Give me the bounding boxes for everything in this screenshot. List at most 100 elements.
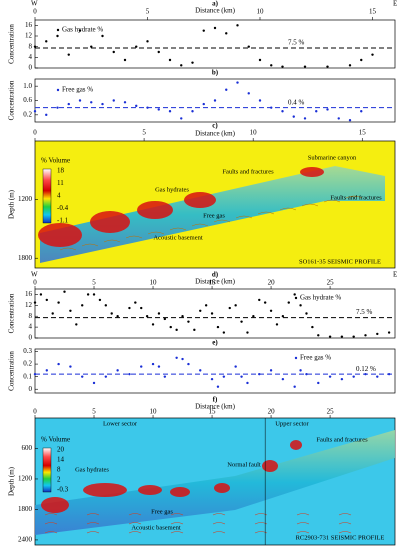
data-point <box>45 40 48 43</box>
data-point <box>86 293 90 296</box>
seismic-band <box>40 166 385 263</box>
x-tick-label: 0 <box>33 129 37 137</box>
data-point <box>315 110 318 113</box>
colorbar-label: 4 <box>57 192 61 200</box>
reference-label: 7.5 % <box>288 39 305 47</box>
y-tick-label: 1800 <box>18 505 33 513</box>
data-point <box>387 331 391 334</box>
y-tick-label: 0 <box>29 334 33 342</box>
colorbar-label: -0.4 <box>57 204 69 212</box>
hydrate-zone <box>83 483 127 497</box>
data-point <box>57 362 60 366</box>
data-point <box>287 301 290 304</box>
reflector <box>338 522 352 525</box>
data-point <box>222 375 226 378</box>
data-point <box>128 306 131 310</box>
data-point <box>33 110 37 113</box>
data-point <box>204 304 208 307</box>
reflector <box>86 531 100 534</box>
data-point <box>169 325 172 329</box>
hydrate-zone <box>41 497 69 513</box>
hydrate-zone <box>262 460 278 472</box>
data-point <box>92 293 96 296</box>
reflector <box>257 211 275 215</box>
reflector <box>128 513 142 516</box>
reflector <box>213 219 231 223</box>
data-point <box>134 301 137 304</box>
data-point <box>360 110 363 113</box>
reflector <box>296 513 310 516</box>
panel-label: b) <box>212 69 219 77</box>
data-point <box>258 372 261 376</box>
data-point <box>98 298 102 302</box>
data-point <box>352 335 355 338</box>
data-point <box>387 372 391 376</box>
y-axis-title: Concentration <box>8 293 16 333</box>
annotation: Normal fault <box>227 461 261 468</box>
hydrate-zone <box>170 487 190 497</box>
data-point <box>101 102 104 106</box>
data-point <box>33 301 37 304</box>
data-point <box>340 335 344 338</box>
y-axis-title: Concentration <box>8 80 16 120</box>
x-tick-label: 0 <box>33 8 37 16</box>
data-point <box>216 385 220 388</box>
data-point <box>210 377 214 381</box>
data-point <box>311 325 314 329</box>
reflector <box>345 195 363 199</box>
y-tick-label: 1200 <box>18 475 33 483</box>
hydrate-zone <box>137 201 173 219</box>
data-point <box>191 61 194 64</box>
data-point <box>39 293 43 296</box>
data-point <box>110 312 113 315</box>
y-axis-title: Concentration <box>8 24 16 64</box>
data-point <box>258 298 261 302</box>
data-point <box>275 323 279 326</box>
data-point <box>364 372 367 376</box>
legend-marker <box>56 88 60 92</box>
data-point <box>247 92 250 95</box>
data-point <box>299 304 302 307</box>
colorbar-label: 18 <box>57 167 65 175</box>
data-point <box>246 381 249 385</box>
annotation: Gas hydrates <box>155 186 189 193</box>
y-tick-label: 2400 <box>18 536 33 544</box>
panel-label: e) <box>212 339 218 347</box>
data-point <box>104 304 108 307</box>
data-point <box>112 50 115 54</box>
data-point <box>299 369 302 372</box>
data-point <box>236 81 239 84</box>
reflector <box>338 531 352 534</box>
data-point <box>328 375 332 378</box>
y-tick-label: 12 <box>25 32 33 40</box>
x-tick-label: 5 <box>92 408 96 416</box>
colorbar <box>42 447 52 493</box>
annotation: Upper sector <box>275 420 309 427</box>
y-tick-label: 4 <box>29 323 33 331</box>
x-tick-label: 0 <box>33 408 37 416</box>
data-point <box>247 45 250 48</box>
x-tick-label: 20 <box>268 279 276 287</box>
data-point <box>340 377 344 381</box>
data-point <box>305 372 308 376</box>
reflector <box>170 522 184 525</box>
y-tick-label: 0.2 <box>23 110 32 118</box>
data-point <box>240 320 243 323</box>
data-point <box>303 65 307 68</box>
reflector <box>81 243 99 247</box>
data-point <box>326 108 329 111</box>
colorbar-label: 20 <box>57 446 65 454</box>
legend-marker <box>56 28 60 32</box>
data-point <box>258 58 262 62</box>
reflector <box>296 531 310 534</box>
data-point <box>240 375 243 378</box>
data-point <box>45 113 48 117</box>
reflector <box>128 531 142 534</box>
data-point <box>175 328 178 332</box>
data-point <box>128 372 131 376</box>
x-tick-label: 20 <box>268 408 276 416</box>
data-point <box>376 375 379 378</box>
annotation: RC2903-731 SEISMIC PROFILE <box>296 534 385 541</box>
data-point <box>135 104 138 108</box>
